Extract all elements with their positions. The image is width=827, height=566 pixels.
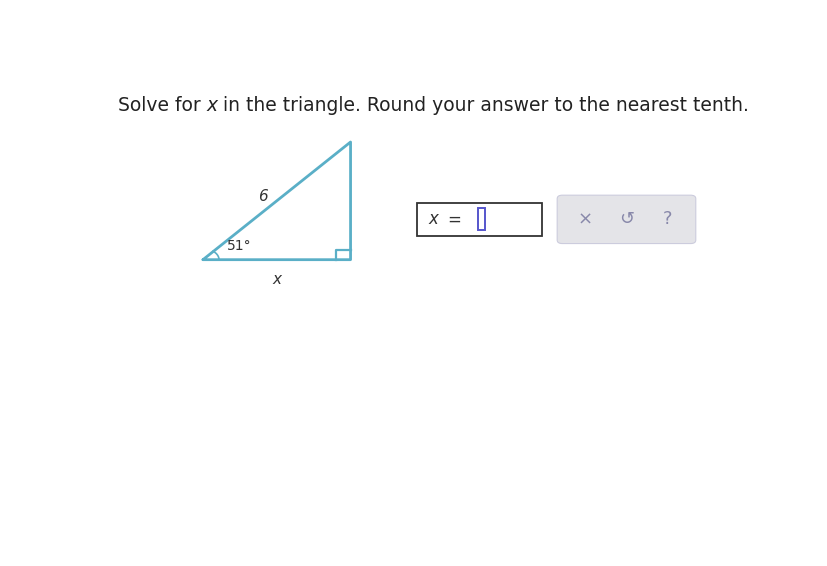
Text: x: x (206, 96, 218, 115)
Text: Solve for: Solve for (117, 96, 206, 115)
FancyBboxPatch shape (557, 195, 695, 243)
Bar (477, 208, 484, 230)
Text: 6: 6 (257, 189, 267, 204)
Text: x: x (272, 272, 281, 287)
Text: in the triangle. Round your answer to the nearest tenth.: in the triangle. Round your answer to th… (218, 96, 748, 115)
Text: ?: ? (662, 211, 672, 228)
Text: ↺: ↺ (618, 211, 633, 228)
Text: ×: × (577, 211, 592, 228)
Text: =: = (447, 211, 461, 228)
Text: 51°: 51° (227, 239, 251, 253)
Text: $x$: $x$ (428, 211, 440, 228)
Bar (416, 203, 541, 235)
